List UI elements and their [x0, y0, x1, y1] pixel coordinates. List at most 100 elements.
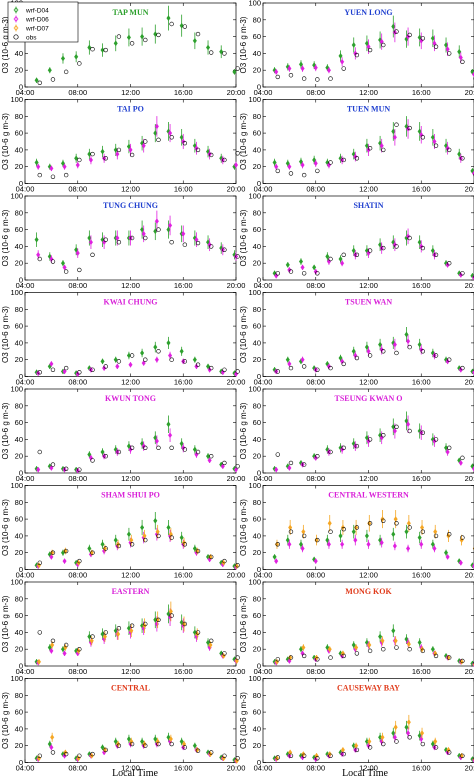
obs-point [169, 535, 174, 540]
model-point [458, 272, 463, 278]
obs-point [209, 750, 214, 755]
model-point [285, 160, 290, 167]
obs-point [103, 454, 108, 459]
obs-point [90, 151, 95, 157]
obs-point [50, 77, 56, 82]
model-point [168, 352, 173, 359]
y-tick-label: 80 [15, 208, 23, 217]
obs-point [50, 367, 56, 372]
model-point [340, 358, 345, 365]
obs-point [37, 370, 42, 375]
obs-point [315, 168, 320, 174]
panel-title: TAP MUN [112, 8, 148, 17]
x-tick-label: 16:00 [412, 764, 431, 773]
model-point [312, 264, 317, 271]
obs-point [407, 525, 412, 530]
obs-point [367, 648, 373, 654]
obs-point [209, 152, 214, 158]
obs-point [156, 533, 161, 539]
obs-point [129, 41, 135, 46]
x-tick-label: 12:00 [359, 571, 378, 580]
model-point [298, 61, 304, 68]
model-point [391, 627, 396, 634]
model-point [457, 151, 462, 158]
model-point [287, 752, 292, 759]
y-tick-label: 80 [15, 401, 23, 410]
obs-point [315, 77, 320, 82]
x-tick-label: 04:00 [16, 185, 35, 194]
model-point [179, 348, 184, 355]
obs-point [195, 548, 201, 554]
obs-point [301, 172, 307, 178]
obs-point [90, 46, 95, 52]
plot-frame [262, 388, 474, 474]
obs-point [394, 29, 399, 34]
y-axis-label: O3 (10-6 g m-3) [1, 402, 10, 459]
model-point [338, 256, 343, 262]
obs-point [63, 642, 69, 648]
obs-point [195, 630, 201, 635]
obs-point [63, 172, 69, 178]
model-point [207, 366, 212, 373]
obs-point [275, 755, 280, 760]
panel-title: CENTRAL [111, 684, 150, 693]
obs-point [63, 69, 69, 75]
panel-title: TUEN MUN [347, 105, 391, 114]
model-point [126, 736, 131, 742]
obs-point [116, 625, 122, 631]
obs-point [222, 157, 227, 163]
y-tick-label: 60 [15, 708, 23, 717]
obs-point [407, 32, 412, 38]
y-tick-label: 40 [253, 145, 261, 154]
model-point [192, 742, 197, 749]
model-point [300, 461, 305, 468]
obs-point [182, 24, 188, 29]
model-point [340, 541, 345, 548]
obs-point [182, 621, 188, 627]
y-tick-label: 60 [15, 418, 23, 427]
y-tick-label: 0 [257, 565, 261, 574]
legend-marker [13, 6, 19, 14]
model-point [194, 363, 199, 370]
x-tick-label: 08:00 [68, 667, 87, 676]
plot-frame [24, 99, 237, 184]
obs-point [328, 655, 333, 660]
legend-marker [13, 15, 19, 23]
x-tick-label: 20:00 [465, 474, 474, 483]
obs-point [129, 152, 135, 158]
y-tick-label: 100 [248, 578, 261, 587]
obs-point [328, 529, 333, 534]
model-point [113, 40, 118, 47]
y-tick-label: 100 [248, 385, 261, 394]
obs-point [394, 739, 399, 744]
x-tick-label: 04:00 [254, 378, 273, 387]
model-point [89, 637, 94, 644]
obs-point [235, 464, 240, 469]
model-point [232, 68, 237, 75]
obs-point [143, 621, 148, 627]
obs-point [407, 735, 412, 740]
y-tick-label: 0 [19, 758, 23, 767]
model-point [75, 250, 80, 257]
model-point [50, 642, 55, 648]
panel-title: CAUSEWAY BAY [337, 684, 400, 693]
obs-point [301, 271, 307, 276]
obs-point [182, 242, 188, 247]
obs-point [460, 753, 465, 758]
model-point [366, 541, 371, 548]
obs-point [143, 235, 148, 241]
y-tick-label: 0 [257, 662, 261, 671]
obs-point [37, 80, 42, 86]
model-point [285, 537, 290, 544]
model-point [128, 235, 133, 241]
y-tick-label: 80 [253, 594, 261, 603]
x-tick-label: 12:00 [121, 378, 140, 387]
obs-point [381, 646, 386, 652]
obs-point [156, 32, 161, 38]
y-tick-label: 20 [15, 162, 23, 171]
model-point [102, 633, 107, 640]
y-tick-label: 0 [19, 662, 23, 671]
model-point [233, 162, 239, 168]
model-point [432, 138, 437, 145]
